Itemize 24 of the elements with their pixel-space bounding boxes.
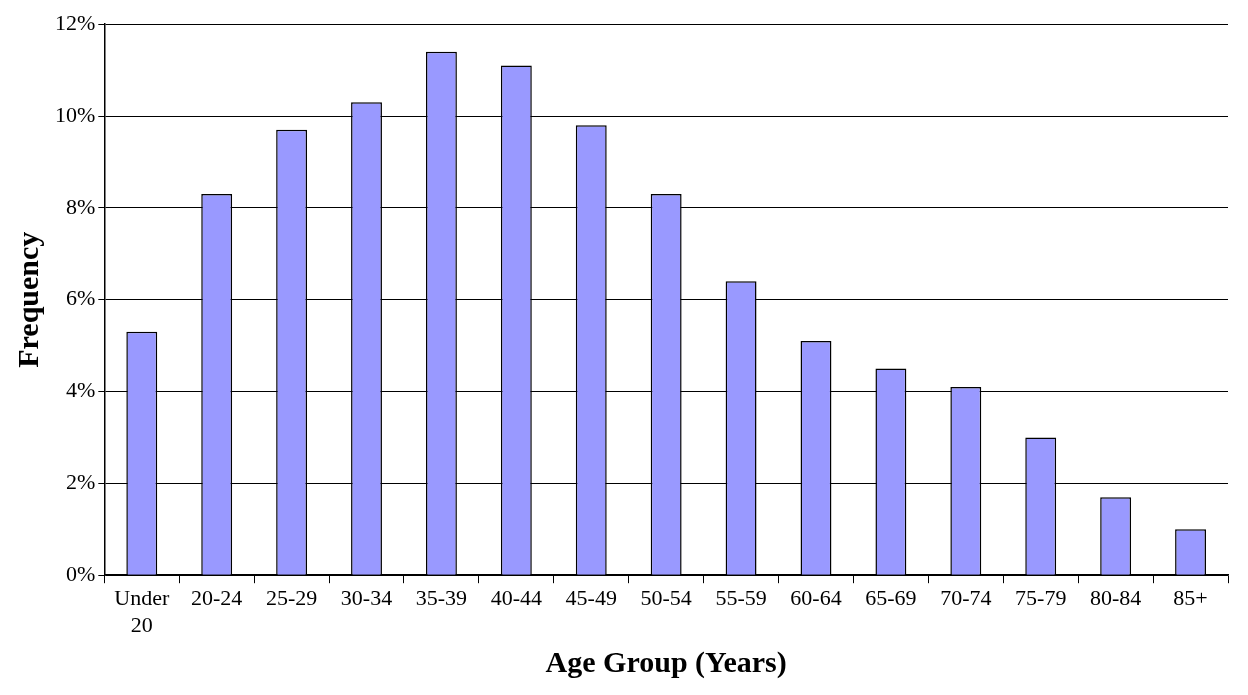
x-tick-label: 65-69 — [865, 585, 917, 611]
y-axis-title: Frequency — [10, 231, 44, 368]
x-axis-title: Age Group (Years) — [545, 644, 787, 679]
x-tick-label: 50-54 — [640, 585, 692, 611]
y-tick-label: 10% — [55, 101, 96, 127]
x-tick-label: 70-74 — [940, 585, 992, 611]
y-tick-label: 0% — [66, 560, 96, 586]
x-tick-label: Under 20 — [114, 585, 170, 637]
x-tick-label: 60-64 — [790, 585, 842, 611]
x-tick-label: 85+ — [1173, 585, 1208, 611]
y-tick-label: 8% — [66, 193, 96, 219]
x-tick-label: 30-34 — [340, 585, 393, 611]
y-tick-label: 2% — [66, 469, 96, 495]
x-tick-label: 55-59 — [715, 585, 767, 611]
x-tick-label: 20-24 — [191, 585, 243, 611]
x-tick-label: 40-44 — [490, 585, 542, 611]
y-tick-label: 4% — [66, 377, 96, 403]
x-tick-label: 35-39 — [415, 585, 468, 611]
y-tick-label: 12% — [55, 9, 96, 35]
y-tick-label: 6% — [66, 285, 96, 311]
x-tick-label: 80-84 — [1089, 585, 1142, 611]
x-tick-label: 45-49 — [565, 585, 617, 611]
x-tick-label: 25-29 — [265, 585, 318, 611]
x-tick-label: 75-79 — [1015, 585, 1067, 611]
